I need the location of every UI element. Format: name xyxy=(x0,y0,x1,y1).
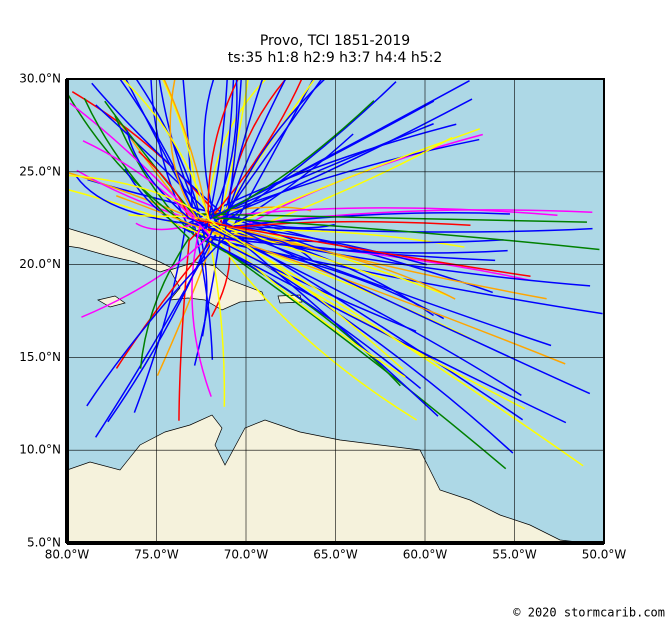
lon-label: 70.0°W xyxy=(224,548,269,562)
storm-track xyxy=(83,97,190,369)
lon-label: 60.0°W xyxy=(403,548,448,562)
storm-track xyxy=(104,100,587,223)
lon-label: 65.0°W xyxy=(313,548,358,562)
landmass xyxy=(67,227,173,273)
storm-track xyxy=(178,79,303,421)
storm-track xyxy=(138,150,531,278)
lat-label: 25.0°N xyxy=(19,164,61,178)
lon-label: 80.0°W xyxy=(45,548,90,562)
storm-track xyxy=(125,79,496,262)
subtitle: ts:35 h1:8 h2:9 h3:7 h4:4 h5:2 xyxy=(228,50,443,66)
landmass xyxy=(97,295,126,308)
storm-track xyxy=(107,81,397,423)
lat-label: 20.0°N xyxy=(19,257,61,271)
storm-track xyxy=(218,138,480,256)
storm-track xyxy=(223,79,445,320)
tracks xyxy=(67,79,603,470)
lat-label: 15.0°N xyxy=(19,350,61,364)
storm-track xyxy=(211,100,600,251)
storm-track xyxy=(87,178,493,294)
storm-track xyxy=(67,174,404,370)
storm-track xyxy=(135,207,558,231)
storm-track xyxy=(95,104,524,421)
credit: © 2020 stormcarib.com xyxy=(513,606,665,620)
storm-track xyxy=(116,195,566,365)
lat-label: 30.0°N xyxy=(19,72,61,86)
storm-track xyxy=(128,214,388,281)
lat-label: 5.0°N xyxy=(27,536,61,550)
graticule xyxy=(67,79,604,543)
storm-track xyxy=(126,130,522,397)
storm-track xyxy=(94,79,235,438)
storm-track xyxy=(124,168,510,233)
lon-label: 50.0°W xyxy=(582,548,627,562)
storm-track xyxy=(81,140,211,318)
storm-track xyxy=(203,79,591,287)
lon-label: 55.0°W xyxy=(492,548,537,562)
title: Provo, TCI 1851-2019 xyxy=(260,33,410,49)
storm-track xyxy=(201,79,417,332)
lon-label: 75.0°W xyxy=(134,548,179,562)
landmass xyxy=(67,414,590,543)
lat-label: 10.0°N xyxy=(19,443,61,457)
